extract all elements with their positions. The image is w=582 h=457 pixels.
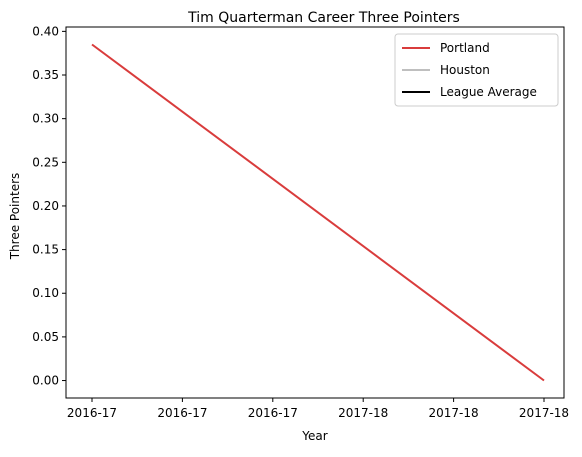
y-tick-label: 0.40 — [32, 24, 59, 38]
legend-entry-label: Houston — [440, 63, 490, 77]
legend-box — [394, 33, 559, 107]
x-tick-label: 2017-18 — [519, 406, 569, 420]
x-tick-label: 2016-17 — [67, 406, 117, 420]
x-tick-label: 2016-17 — [248, 406, 298, 420]
y-tick-label: 0.05 — [32, 330, 59, 344]
legend-entry-label: League Average — [440, 85, 537, 99]
chart-title: Tim Quarterman Career Three Pointers — [187, 10, 460, 26]
y-axis-label: Three Pointers — [8, 173, 22, 261]
legend-entry-label: Portland — [440, 41, 490, 55]
y-tick-label: 0.20 — [32, 199, 59, 213]
y-axis: 0.00 0.05 0.10 0.15 0.20 0.25 0.30 0.35 0.40 — [32, 24, 66, 388]
y-tick-label: 0.00 — [32, 374, 59, 388]
x-tick-label: 2017-18 — [338, 406, 388, 420]
legend: Portland Houston League Average — [394, 33, 559, 107]
series-line-portland — [91, 43, 545, 382]
y-tick-label: 0.25 — [32, 155, 59, 169]
y-tick-label: 0.30 — [32, 112, 59, 126]
x-tick-label: 2016-17 — [157, 406, 207, 420]
y-tick-label: 0.35 — [32, 68, 59, 82]
x-tick-label: 2017-18 — [429, 406, 479, 420]
plot-area-frame — [65, 26, 565, 399]
x-axis-label: Year — [301, 429, 327, 443]
y-tick-label: 0.10 — [32, 286, 59, 300]
series-layer — [91, 43, 545, 382]
y-tick-label: 0.15 — [32, 243, 59, 257]
x-axis: 2016-17 2016-17 2016-17 2017-18 2017-18 2017-… — [67, 398, 569, 420]
